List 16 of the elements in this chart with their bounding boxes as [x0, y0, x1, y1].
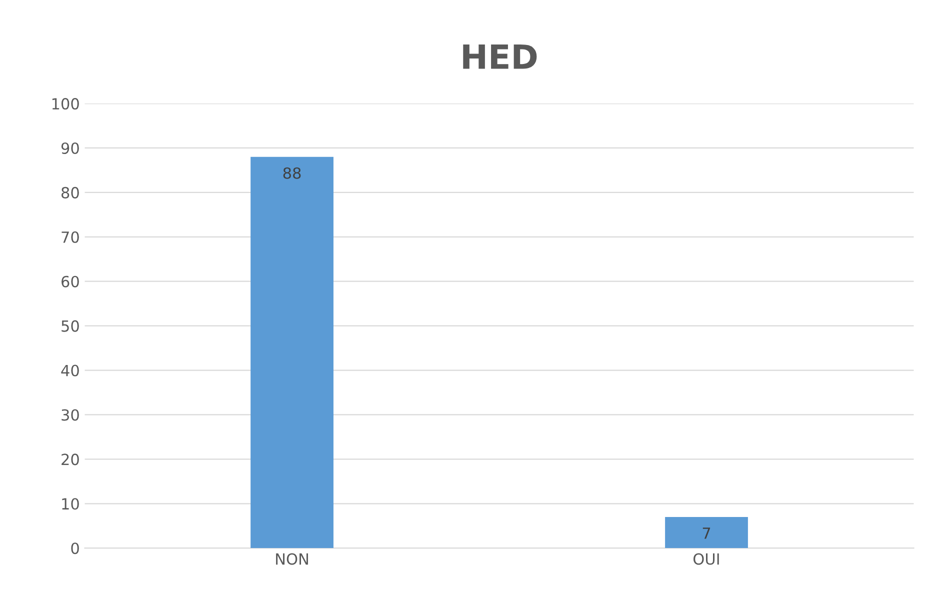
x-tick-label: NON	[276, 553, 308, 565]
y-tick-label: 100	[52, 98, 79, 110]
y-tick-label: 0	[71, 542, 79, 554]
y-tick-label: 10	[62, 498, 79, 510]
y-tick-label: 70	[62, 231, 79, 243]
y-tick-label: 30	[62, 409, 79, 421]
y-tick-label: 90	[61, 142, 79, 154]
y-tick-label: 60	[62, 276, 79, 288]
chart-title: HED	[463, 44, 537, 69]
y-tick-label: 20	[62, 454, 79, 466]
data-label: 7	[702, 528, 710, 539]
data-label: 88	[283, 167, 301, 179]
x-tick-label: OUI	[694, 553, 719, 565]
y-tick-label: 40	[61, 364, 79, 376]
y-tick-label: 50	[62, 320, 79, 332]
y-tick-label: 80	[62, 186, 79, 198]
